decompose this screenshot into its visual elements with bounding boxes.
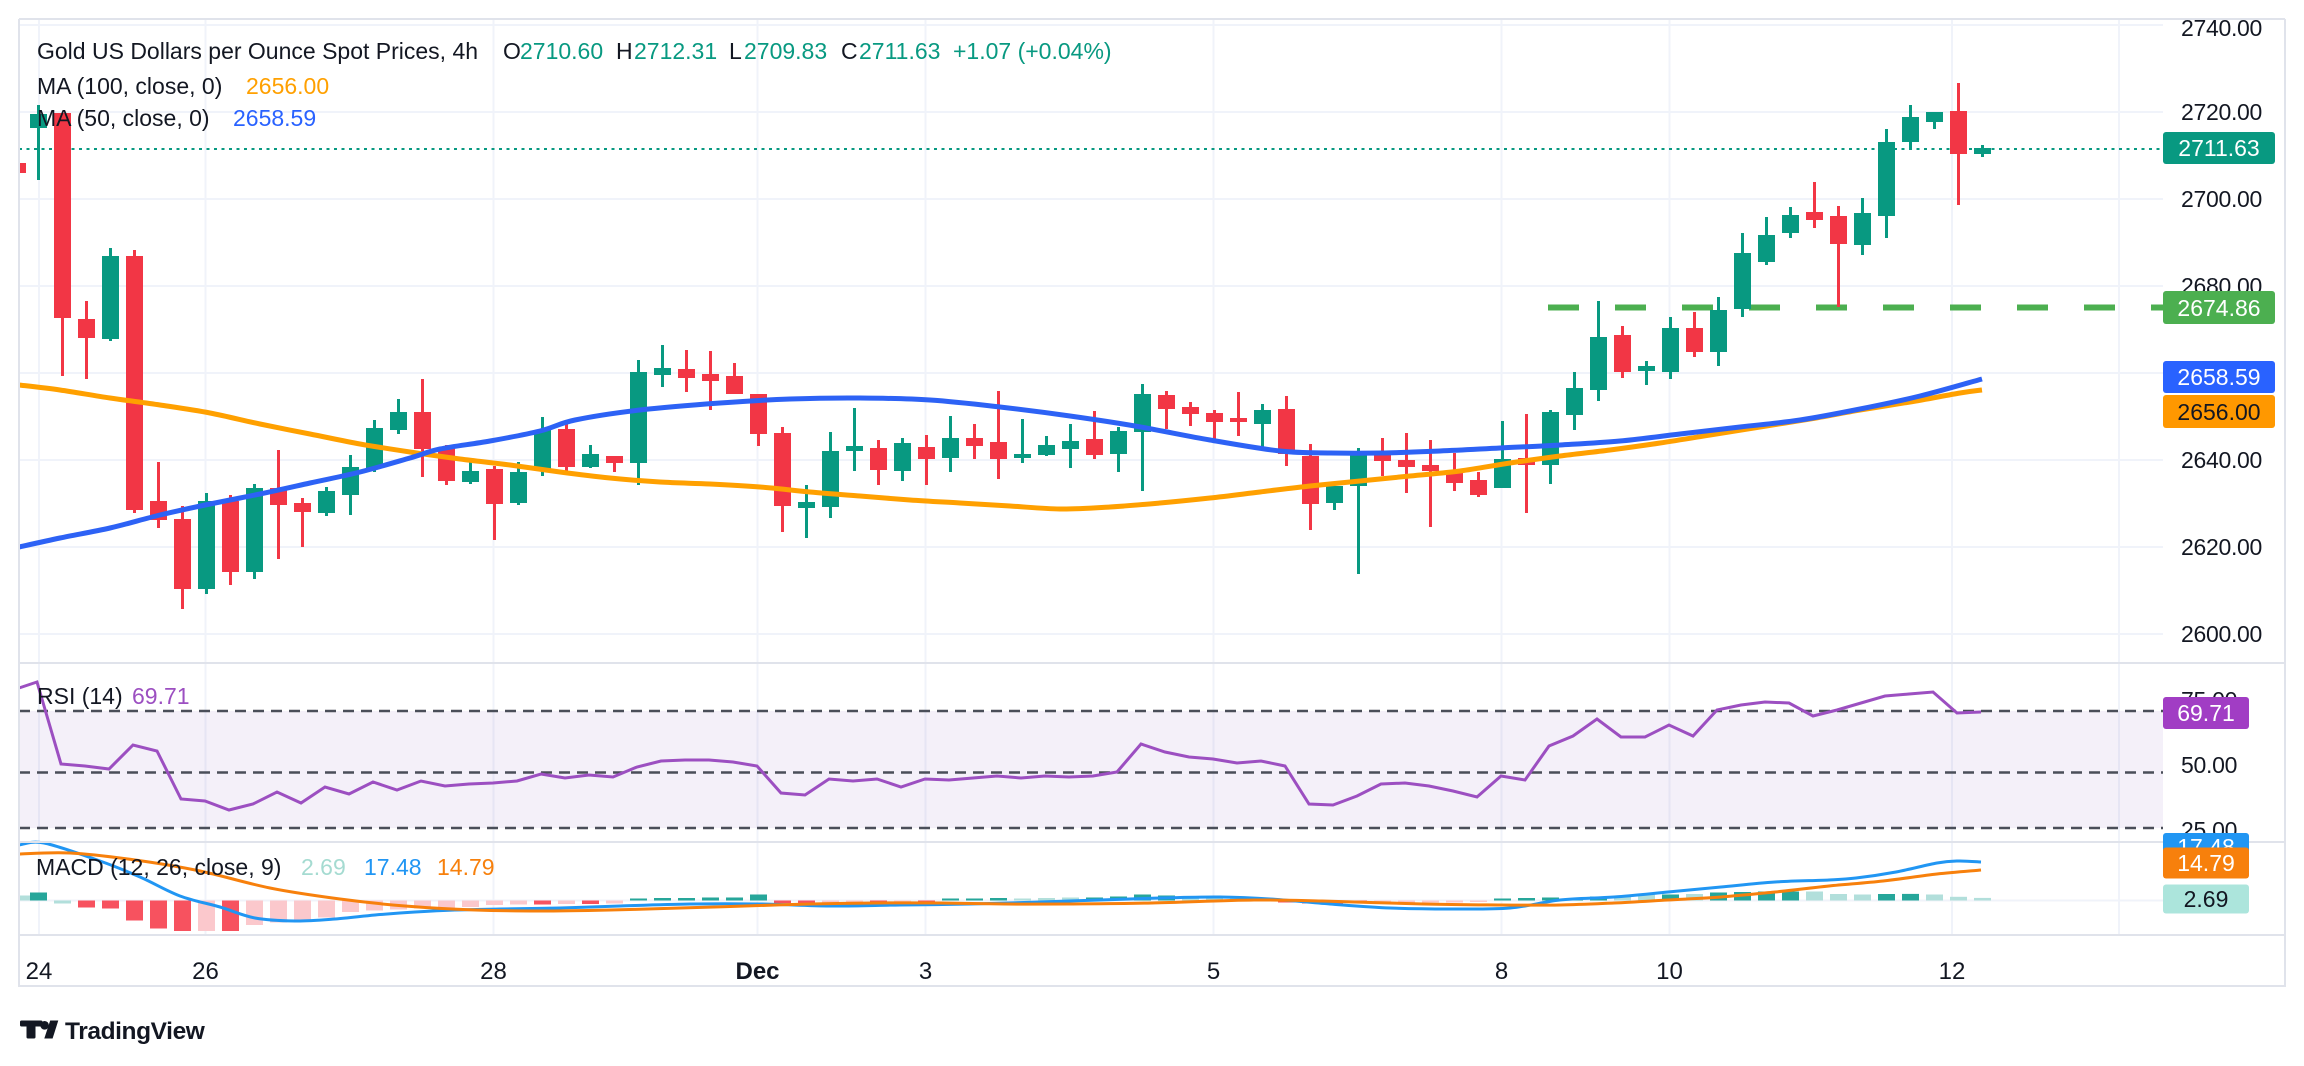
svg-text:2711.63: 2711.63 [2178,135,2259,161]
svg-text:H: H [616,38,633,64]
svg-text:O: O [503,38,521,64]
svg-text:12: 12 [1939,958,1966,985]
svg-text:69.71: 69.71 [2177,700,2235,726]
svg-text:2700.00: 2700.00 [2181,186,2262,212]
svg-text:2709.83: 2709.83 [744,38,827,64]
svg-text:MACD (12, 26, close, 9): MACD (12, 26, close, 9) [36,854,281,880]
svg-text:Dec: Dec [735,958,779,985]
svg-text:5: 5 [1207,958,1220,985]
svg-text:2711.63: 2711.63 [859,38,940,64]
svg-text:50.00: 50.00 [2181,752,2237,778]
svg-text:2720.00: 2720.00 [2181,99,2262,125]
svg-text:2.69: 2.69 [301,854,346,880]
svg-text:10: 10 [1656,958,1683,985]
svg-text:24: 24 [26,958,53,985]
svg-text:RSI (14): RSI (14) [37,683,123,709]
svg-text:2640.00: 2640.00 [2181,447,2262,473]
svg-text:26: 26 [192,958,219,985]
svg-text:Gold US Dollars per Ounce Spot: Gold US Dollars per Ounce Spot Prices, 4… [37,38,478,64]
svg-text:2600.00: 2600.00 [2181,621,2262,647]
svg-text:2712.31: 2712.31 [634,38,717,64]
svg-text:2674.86: 2674.86 [2177,295,2260,321]
svg-text:28: 28 [480,958,507,985]
svg-text:2.69: 2.69 [2184,886,2229,912]
svg-text:MA (100, close, 0): MA (100, close, 0) [37,73,222,99]
svg-text:MA (50, close, 0): MA (50, close, 0) [37,105,210,131]
svg-text:2740.00: 2740.00 [2181,15,2262,41]
svg-text:C: C [841,38,858,64]
svg-text:3: 3 [919,958,932,985]
svg-text:TradingView: TradingView [65,1018,206,1045]
svg-text:2656.00: 2656.00 [246,73,329,99]
svg-text:2656.00: 2656.00 [2177,399,2260,425]
svg-text:+1.07 (+0.04%): +1.07 (+0.04%) [953,38,1112,64]
svg-text:69.71: 69.71 [132,683,190,709]
svg-text:2658.59: 2658.59 [233,105,316,131]
svg-text:2658.59: 2658.59 [2177,364,2260,390]
svg-text:8: 8 [1495,958,1508,985]
svg-text:L: L [729,38,742,64]
svg-text:17.48: 17.48 [364,854,422,880]
svg-text:14.79: 14.79 [2177,850,2235,876]
svg-text:2710.60: 2710.60 [520,38,603,64]
svg-text:14.79: 14.79 [437,854,495,880]
svg-text:2620.00: 2620.00 [2181,534,2262,560]
